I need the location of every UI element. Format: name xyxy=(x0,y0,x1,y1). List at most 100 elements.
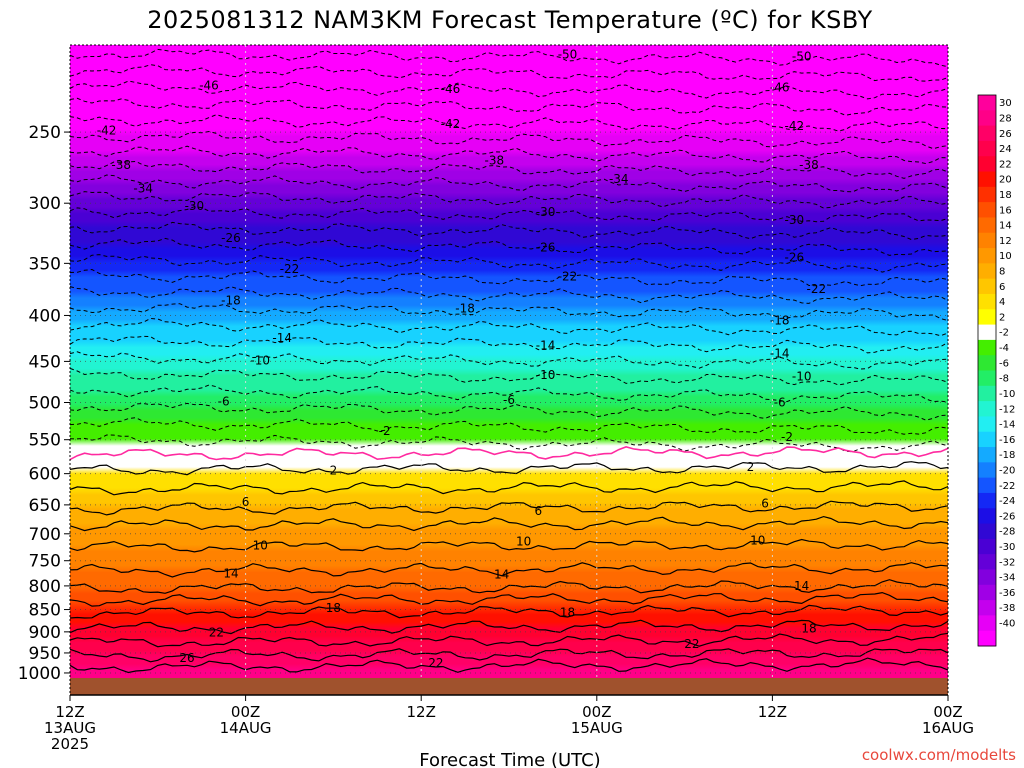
contour-label: 14 xyxy=(223,567,238,581)
isotherm-neg16 xyxy=(69,317,949,337)
isotherm-neg48 xyxy=(69,64,949,82)
contour-label: -42 xyxy=(97,124,117,138)
colorbar-swatch xyxy=(978,202,996,218)
y-tick-label: 850 xyxy=(29,601,61,621)
contour-label: 10 xyxy=(750,533,765,547)
isotherm-12 xyxy=(69,562,949,578)
x-axis-label: Forecast Time (UTC) xyxy=(419,750,600,768)
colorbar-tick-label: 4 xyxy=(999,297,1005,308)
contour-label: 14 xyxy=(794,579,809,593)
colorbar-swatch xyxy=(978,600,996,616)
colorbar-swatch xyxy=(978,447,996,463)
contour-lines xyxy=(69,48,949,674)
colorbar-swatch xyxy=(978,248,996,264)
colorbar-tick-label: -32 xyxy=(999,557,1015,568)
y-tick-label: 700 xyxy=(29,525,61,545)
colorbar-swatch xyxy=(978,492,996,509)
colorbar-tick-label: -22 xyxy=(999,481,1015,492)
contour-label: -6 xyxy=(218,395,230,409)
contour-label: -42 xyxy=(785,119,805,133)
colorbar-tick-label: 14 xyxy=(999,221,1012,232)
colorbar-swatch xyxy=(978,217,996,234)
credit-link[interactable]: coolwx.com/modelts xyxy=(862,746,1016,764)
isotherm-neg26 xyxy=(69,237,949,256)
colorbar-tick-label: -16 xyxy=(999,435,1015,446)
colorbar-swatch xyxy=(978,569,996,586)
axes: 2503003504004505005506006507007508008509… xyxy=(18,44,974,753)
x-tick-label: 12Z xyxy=(758,703,787,721)
colorbar-tick-label: 26 xyxy=(999,129,1012,140)
isotherm-neg12 xyxy=(69,351,949,370)
colorbar-tick-label: 8 xyxy=(999,267,1005,278)
contour-label: -30 xyxy=(785,213,805,227)
isotherm-neg34 xyxy=(69,174,949,193)
colorbar-tick-label: 28 xyxy=(999,113,1012,124)
colorbar-tick-label: -36 xyxy=(999,588,1015,599)
contour-label: -22 xyxy=(280,262,300,276)
isotherm-neg24 xyxy=(69,254,949,273)
contour-label: -22 xyxy=(558,270,578,284)
contour-label: 10 xyxy=(253,538,268,552)
freezing-line xyxy=(69,446,949,461)
isotherm-neg50 xyxy=(69,48,949,68)
contour-label: -10 xyxy=(792,370,812,384)
isotherm-neg4 xyxy=(69,417,949,435)
contour-label: -10 xyxy=(250,354,270,368)
colorbar-swatch xyxy=(978,324,996,341)
x-tick-label: 13AUG xyxy=(44,719,96,737)
isotherm-16 xyxy=(69,591,949,607)
contour-label: -38 xyxy=(111,158,131,172)
plot-area xyxy=(70,45,948,695)
chart-title: 2025081312 NAM3KM Forecast Temperature (… xyxy=(147,6,872,34)
colorbar-tick-label: -24 xyxy=(999,496,1015,507)
contour-label: -22 xyxy=(806,282,826,296)
isotherm-neg2 xyxy=(69,434,949,453)
x-tick-label: 14AUG xyxy=(220,719,272,737)
colorbar-swatch xyxy=(978,309,996,326)
colorbar-swatch xyxy=(978,95,996,111)
isotherm-18 xyxy=(69,604,949,619)
colorbar-tick-label: 20 xyxy=(999,175,1012,186)
colorbar-swatch xyxy=(978,615,996,632)
isotherm-2 xyxy=(69,461,949,476)
colorbar-tick-label: -14 xyxy=(999,420,1015,431)
x-tick-label: 12Z xyxy=(407,703,436,721)
y-tick-label: 1000 xyxy=(18,664,61,684)
y-tick-label: 950 xyxy=(29,644,61,664)
isotherm-neg8 xyxy=(69,384,949,403)
colorbar-tick-label: -40 xyxy=(999,619,1015,630)
isotherm-14 xyxy=(69,579,949,594)
colorbar-tick-label: 22 xyxy=(999,159,1012,170)
contour-label: -42 xyxy=(441,117,461,131)
colorbar-tick-label: 16 xyxy=(999,205,1012,216)
y-tick-label: 550 xyxy=(29,431,61,451)
colorbar-swatch xyxy=(978,370,996,387)
colorbar-tick-label: 30 xyxy=(999,98,1012,109)
colorbar-swatch xyxy=(978,401,996,417)
colorbar-swatch xyxy=(978,431,996,448)
contour-label: -14 xyxy=(272,331,292,345)
isotherm-22 xyxy=(69,632,949,648)
colorbar-tick-label: -26 xyxy=(999,511,1015,522)
y-tick-label: 250 xyxy=(29,123,61,143)
colorbar-swatch xyxy=(978,523,996,540)
colorbar-frame xyxy=(977,94,997,647)
contour-label: -38 xyxy=(485,154,505,168)
contour-label: -34 xyxy=(133,182,153,196)
colorbar-swatch xyxy=(978,125,996,142)
colorbar-swatch xyxy=(978,508,996,525)
isotherm-neg6 xyxy=(69,402,949,421)
contour-label: -30 xyxy=(536,205,556,219)
contour-label: -50 xyxy=(792,50,812,64)
contour-label: -26 xyxy=(221,231,241,245)
x-tick-label: 2025 xyxy=(51,735,89,753)
colorbar-tick-label: 2 xyxy=(999,312,1005,323)
colorbar-tick-label: 12 xyxy=(999,236,1012,247)
contour-label: 22 xyxy=(684,637,699,651)
isotherm-neg22 xyxy=(69,268,949,287)
isotherm-20 xyxy=(69,619,949,635)
colorbar-tick-label: -18 xyxy=(999,450,1015,461)
colorbar-swatch xyxy=(978,186,996,203)
isotherm-24 xyxy=(69,648,949,663)
isotherm-neg14 xyxy=(69,335,949,354)
